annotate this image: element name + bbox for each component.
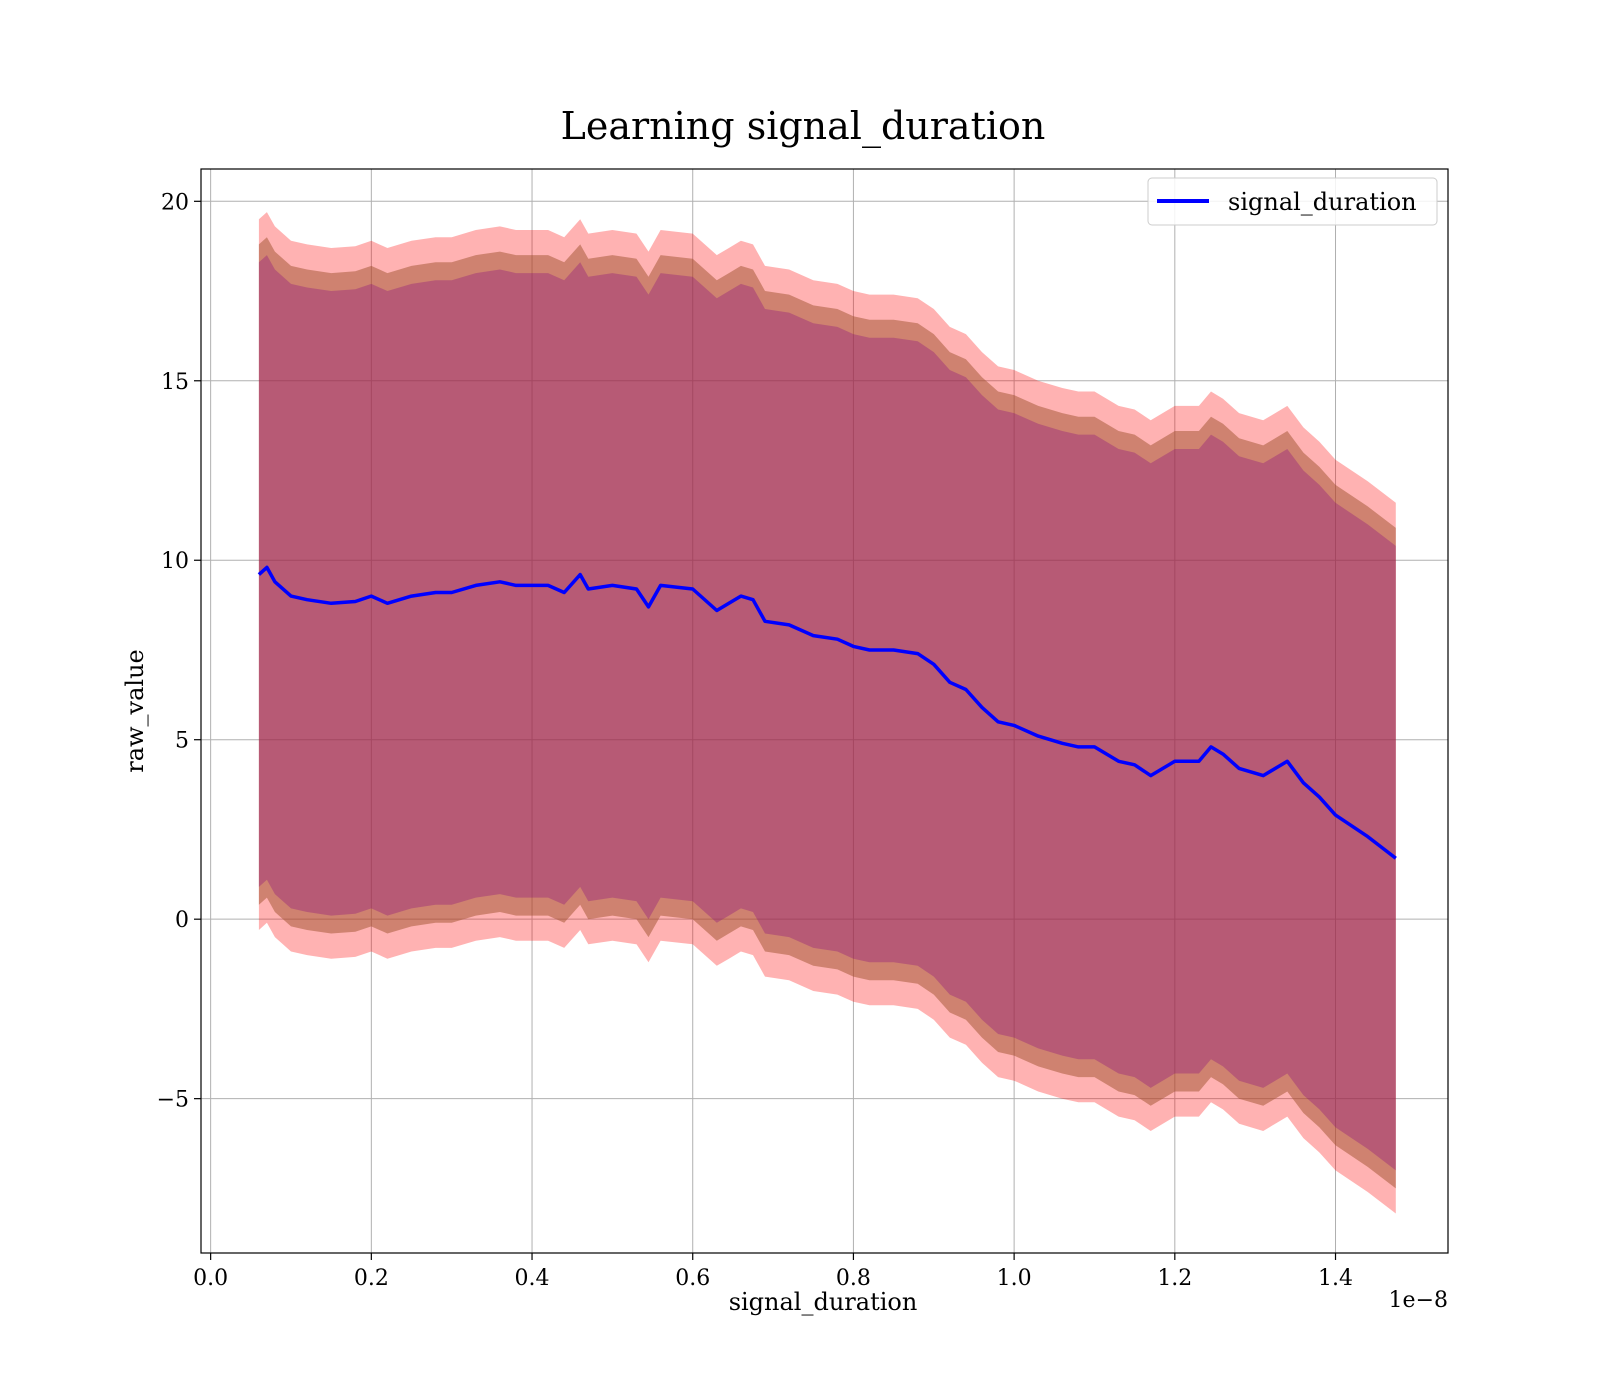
confidence-band [258,237,1396,1189]
y-tick-label: 5 [175,729,189,754]
x-tick-label: 0.6 [675,1266,710,1291]
y-tick-label: 0 [175,908,189,933]
x-tick-label: 0.8 [836,1266,871,1291]
x-tick-label: 1.2 [1157,1266,1192,1291]
y-tick-label: 15 [161,370,189,395]
plot-frame [200,168,1449,1254]
x-tick-label: 0.0 [193,1266,228,1291]
confidence-bands [258,212,1396,1214]
x-tick-label: 1.0 [997,1266,1032,1291]
x-tick-label: 1.4 [1318,1266,1353,1291]
legend-box [1147,177,1438,226]
x-axis-label: signal_duration [729,1288,918,1316]
x-tick-label: 0.2 [354,1266,389,1291]
y-tick-label: 10 [161,549,189,574]
x-axis-offset-label: 1e−8 [1389,1288,1448,1313]
x-tick-label: 0.4 [515,1266,550,1291]
series-line-signal-duration [257,565,1397,860]
series-lines [257,565,1397,860]
y-tick-label: 20 [161,190,189,215]
legend-entry-label: signal_duration [1228,188,1417,216]
chart-title: Learning signal_duration [561,104,1046,149]
axis-ticks: 0.0 0.2 0.4 0.6 0.8 1.0 1.2 1.4 −5 0 5 10 15 20 [157,190,1353,1291]
y-axis-label: raw_value [121,649,149,773]
legend: signal_duration [1147,177,1438,226]
y-tick-label: −5 [157,1088,189,1113]
confidence-band [258,255,1396,1171]
